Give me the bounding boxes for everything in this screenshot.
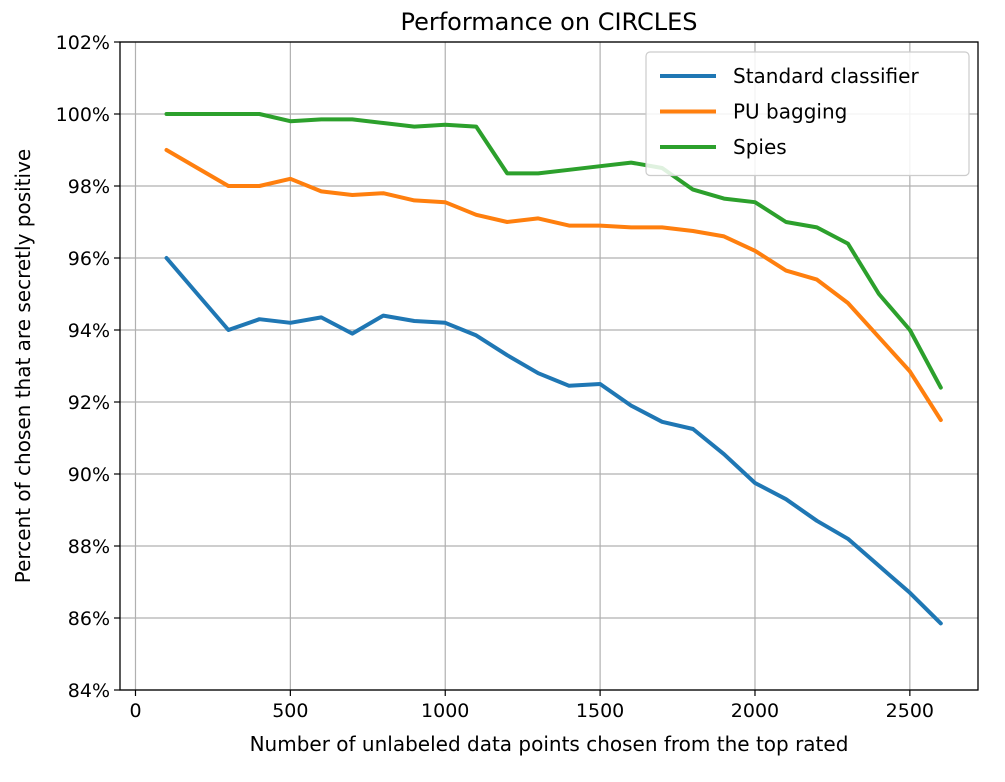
series-pu-bagging <box>164 148 943 422</box>
axis-ticks: 0 500 1000 1500 2000 2500 84% 86% 88% 90% 92% 94% 96… <box>56 32 934 722</box>
x-tick-label: 500 <box>272 700 308 722</box>
x-tick-label: 1000 <box>421 700 469 722</box>
y-tick-label: 84% <box>68 680 110 702</box>
y-tick-label: 102% <box>56 32 110 54</box>
y-tick-label: 86% <box>68 608 110 630</box>
x-tick-label: 2500 <box>886 700 934 722</box>
y-tick-label: 96% <box>68 248 110 270</box>
series-lines <box>164 112 943 626</box>
x-tick-label: 0 <box>129 700 141 722</box>
y-tick-label: 92% <box>68 392 110 414</box>
legend-label: Spies <box>733 135 787 159</box>
series-spies <box>164 112 943 390</box>
plot-frame <box>119 41 979 691</box>
chart-title: Performance on CIRCLES <box>400 8 697 36</box>
y-tick-label: 100% <box>56 104 110 126</box>
y-tick-label: 90% <box>68 464 110 486</box>
y-tick-label: 88% <box>68 536 110 558</box>
legend: Standard classifier PU bagging Spies <box>645 51 970 177</box>
y-tick-label: 94% <box>68 320 110 342</box>
x-tick-label: 1500 <box>576 700 624 722</box>
series-line-spies <box>164 112 943 390</box>
legend-label: Standard classifier <box>733 64 919 88</box>
series-line-pu-bagging <box>164 148 943 422</box>
x-axis-title: Number of unlabeled data points chosen f… <box>250 732 849 756</box>
series-line-standard-classifier <box>164 256 943 626</box>
y-axis-title: Percent of chosen that are secretly posi… <box>11 149 35 583</box>
legend-box <box>645 51 970 177</box>
series-standard-classifier <box>164 256 943 626</box>
y-tick-label: 98% <box>68 176 110 198</box>
x-tick-label: 2000 <box>731 700 779 722</box>
legend-label: PU bagging <box>733 100 847 124</box>
